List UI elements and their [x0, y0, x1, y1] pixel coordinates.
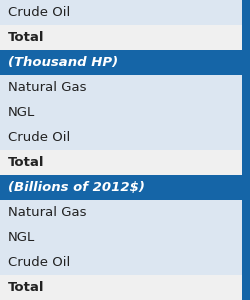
Bar	[0, 125, 250, 150]
Text: Crude Oil: Crude Oil	[8, 6, 70, 19]
Text: NGL: NGL	[8, 231, 35, 244]
Bar	[0, 50, 250, 75]
Bar	[242, 100, 250, 125]
Bar	[242, 275, 250, 300]
Text: Total: Total	[8, 31, 44, 44]
Text: NGL: NGL	[8, 106, 35, 119]
Text: Crude Oil: Crude Oil	[8, 131, 70, 144]
Text: Natural Gas: Natural Gas	[8, 81, 86, 94]
Text: Total: Total	[8, 156, 44, 169]
Bar	[0, 275, 250, 300]
Bar	[242, 50, 250, 75]
Bar	[0, 100, 250, 125]
Bar	[0, 0, 250, 25]
Bar	[242, 0, 250, 25]
Bar	[242, 225, 250, 250]
Bar	[0, 25, 250, 50]
Bar	[242, 25, 250, 50]
Bar	[242, 250, 250, 275]
Bar	[0, 250, 250, 275]
Bar	[242, 125, 250, 150]
Text: (Billions of 2012$): (Billions of 2012$)	[8, 181, 145, 194]
Text: (Thousand HP): (Thousand HP)	[8, 56, 118, 69]
Bar	[0, 200, 250, 225]
Text: Natural Gas: Natural Gas	[8, 206, 86, 219]
Bar	[0, 75, 250, 100]
Bar	[242, 175, 250, 200]
Bar	[242, 75, 250, 100]
Bar	[242, 200, 250, 225]
Text: Total: Total	[8, 281, 44, 294]
Bar	[0, 225, 250, 250]
Bar	[0, 150, 250, 175]
Bar	[0, 175, 250, 200]
Bar	[242, 150, 250, 175]
Text: Crude Oil: Crude Oil	[8, 256, 70, 269]
